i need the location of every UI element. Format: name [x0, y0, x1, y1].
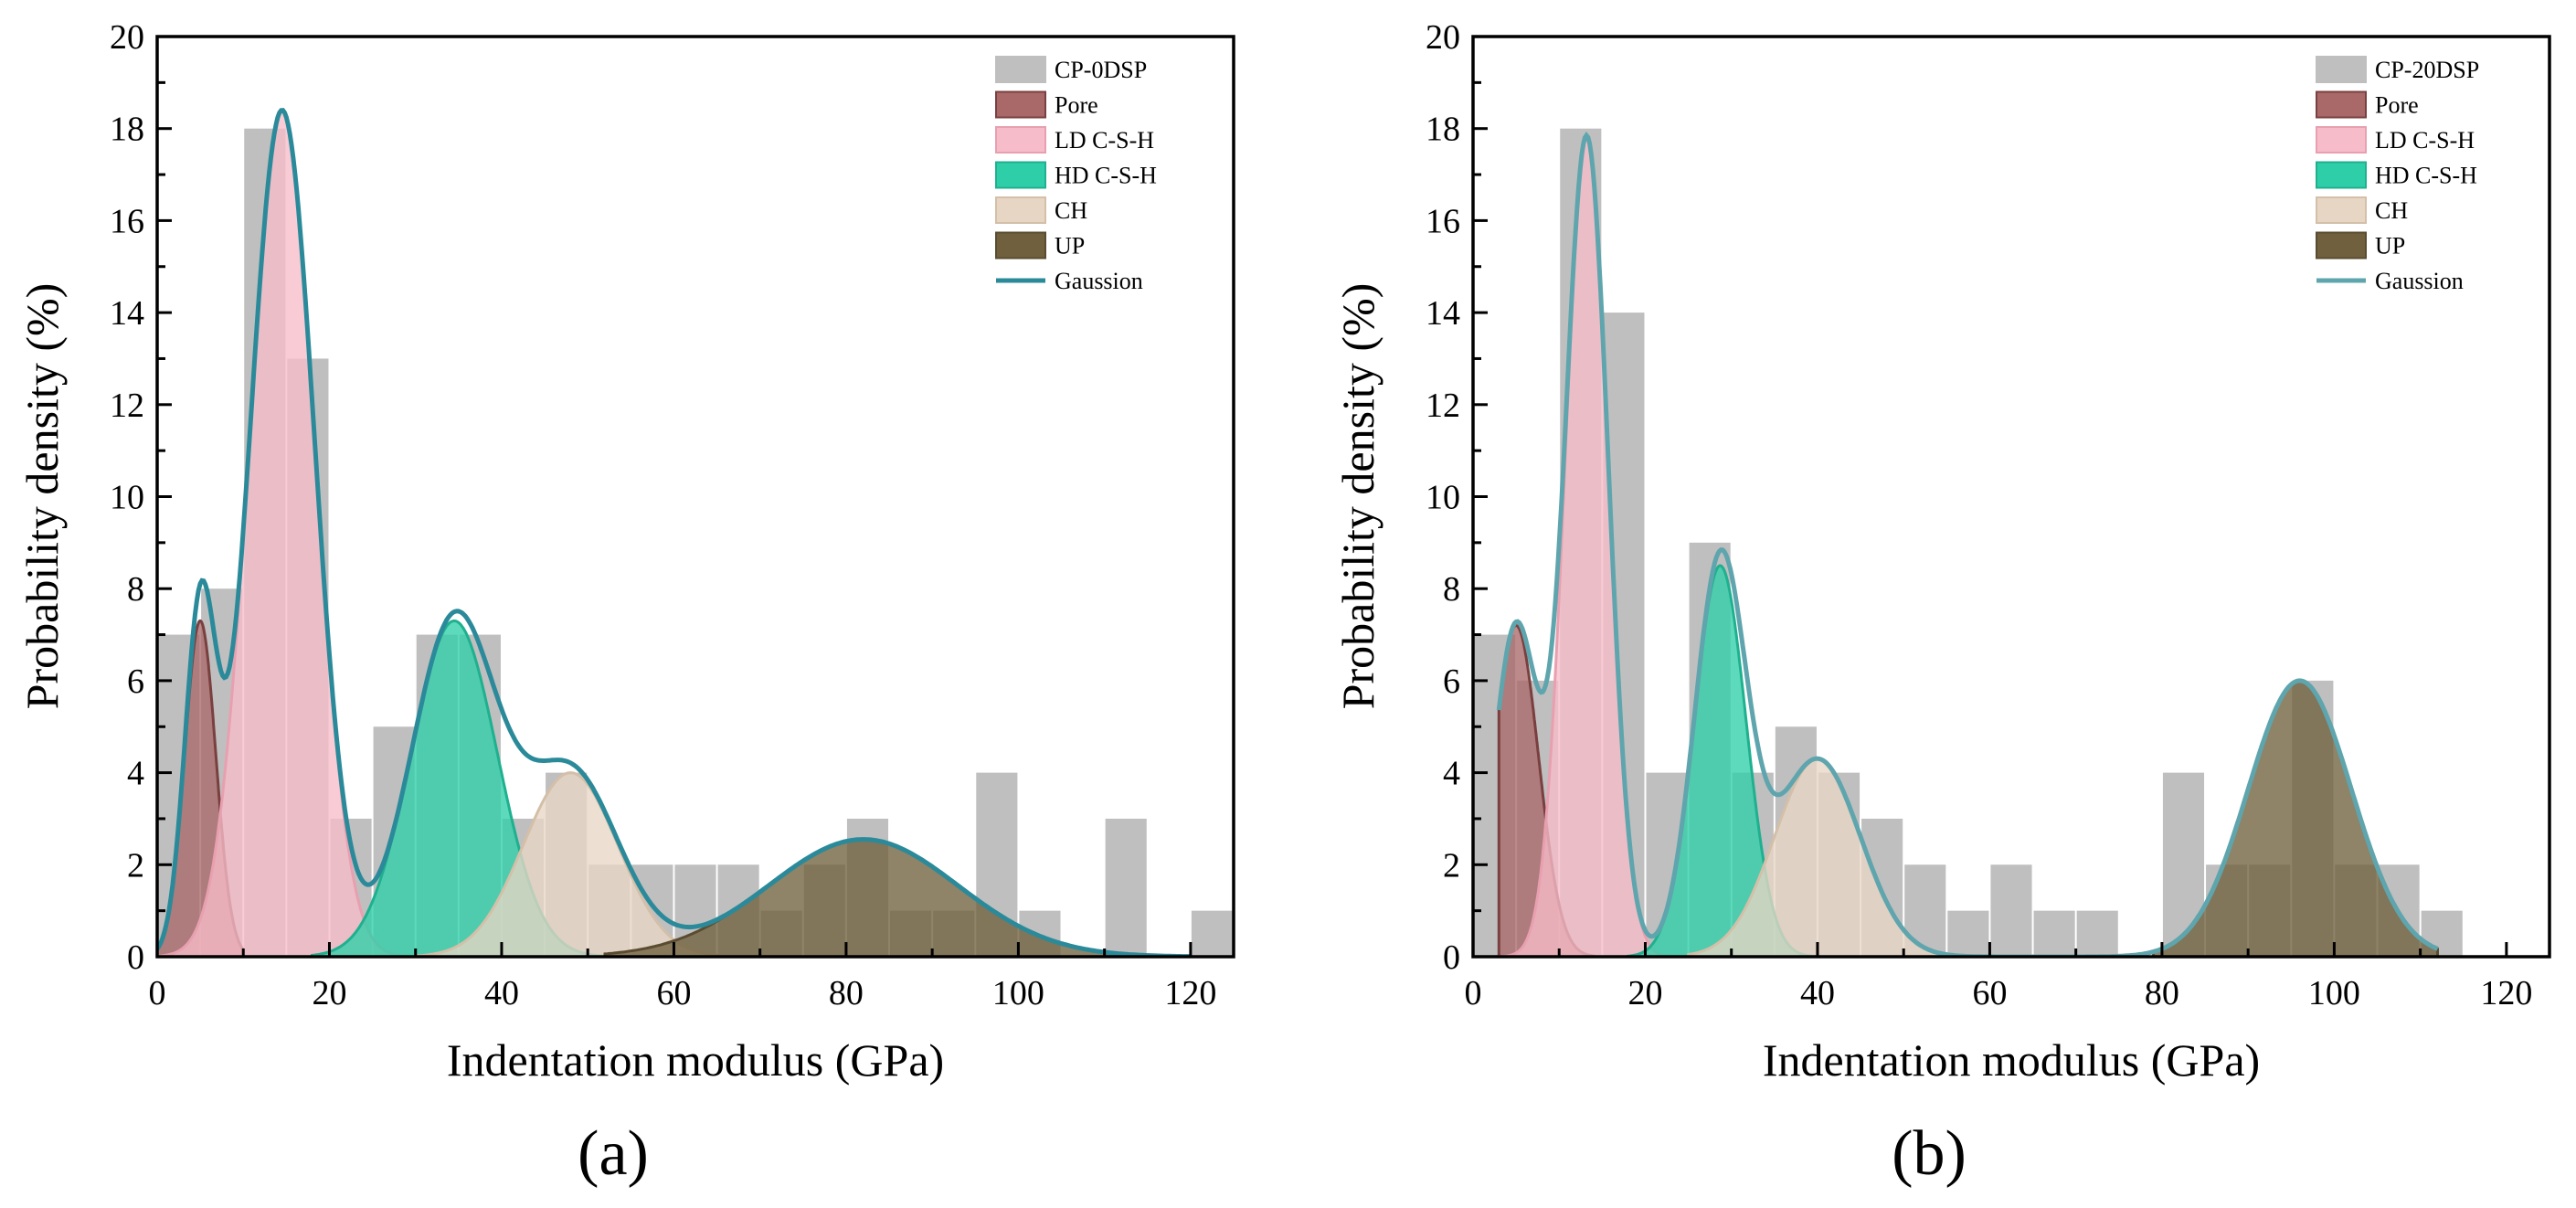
y-tick-label: 10: [110, 479, 144, 517]
y-axis-label-a: Probability density (%): [16, 283, 68, 710]
x-tick-label: 40: [484, 974, 519, 1012]
y-tick-label: 18: [1426, 111, 1460, 149]
gaussian-components-a: [157, 108, 1193, 957]
legend-label: Pore: [2375, 92, 2419, 119]
x-tick-label: 40: [1800, 974, 1835, 1012]
legend-label: LD C-S-H: [2375, 127, 2475, 154]
gaussian-components-b: [1497, 136, 2439, 957]
y-tick-label: 12: [1426, 387, 1460, 425]
legend-swatch: [2316, 231, 2367, 260]
legend-swatch: [2316, 90, 2367, 119]
y-tick-label: 14: [1426, 294, 1460, 333]
histogram-bar: [1105, 818, 1147, 957]
histogram-bar: [2033, 910, 2075, 957]
panel-label-a: (a): [578, 1118, 649, 1189]
legend-label: CH: [2375, 197, 2408, 224]
x-tick-label: 0: [149, 974, 166, 1012]
y-tick-label: 4: [127, 755, 144, 793]
x-tick-label: 120: [2480, 974, 2532, 1012]
y-axis-label-b: Probability density (%): [1332, 283, 1383, 710]
y-tick-label: 6: [1443, 662, 1460, 701]
x-tick-label: 0: [1465, 974, 1482, 1012]
x-tick-label: 100: [2308, 974, 2360, 1012]
y-tick-label: 12: [110, 387, 144, 425]
y-tick-label: 8: [127, 570, 144, 609]
legend-label: HD C-S-H: [2375, 163, 2477, 189]
histogram-bar: [1191, 910, 1233, 957]
x-tick-label: 60: [1972, 974, 2007, 1012]
y-tick-label: 0: [127, 938, 144, 977]
legend-label: LD C-S-H: [1055, 127, 1154, 154]
legend-a: CP-0DSP Pore LD C-S-H HD C-S-H CH UP Gaussion: [995, 56, 1157, 294]
x-tick-label: 100: [992, 974, 1044, 1012]
x-tick-label: 80: [829, 974, 864, 1012]
chart-panel-a: 0 20 40 60 80 100 120 0 2 4 6 8 10 12 14 16 18 20 Indent…: [16, 18, 1235, 1189]
legend-swatch: [995, 126, 1046, 154]
y-tick-label: 2: [1443, 846, 1460, 885]
x-tick-label: 20: [312, 974, 346, 1012]
legend-label: UP: [2375, 233, 2405, 260]
legend-swatch: [995, 90, 1046, 119]
legend-label: Gaussion: [2375, 268, 2464, 294]
y-tick-label: 8: [1443, 570, 1460, 609]
legend-label: CP-20DSP: [2375, 57, 2479, 83]
legend-swatch: [2316, 161, 2367, 189]
histogram-bar: [2076, 910, 2118, 957]
y-tick-label: 18: [110, 111, 144, 149]
legend-label: CP-0DSP: [1055, 57, 1147, 83]
y-tick-label: 10: [1426, 479, 1460, 517]
y-axis-b: 0 2 4 6 8 10 12 14 16 18 20: [1426, 18, 1488, 977]
legend-b: CP-20DSP Pore LD C-S-H HD C-S-H CH UP Gaussion: [2316, 56, 2479, 294]
y-axis-a: 0 2 4 6 8 10 12 14 16 18 20: [110, 18, 172, 977]
x-axis-label-a: Indentation modulus (GPa): [447, 1034, 944, 1086]
y-tick-label: 2: [127, 846, 144, 885]
y-tick-label: 14: [110, 294, 144, 333]
x-axis-b: 0 20 40 60 80 100 120: [1465, 942, 2532, 1012]
histogram-bar: [1990, 864, 2032, 957]
x-tick-label: 20: [1627, 974, 1662, 1012]
legend-swatch: [2316, 126, 2367, 154]
legend-swatch: [2316, 196, 2367, 224]
legend-swatch: [2316, 56, 2367, 83]
x-axis-label-b: Indentation modulus (GPa): [1763, 1034, 2260, 1086]
gaussian-envelope-line: [157, 108, 1192, 957]
x-tick-label: 80: [2145, 974, 2179, 1012]
legend-swatch: [995, 161, 1046, 189]
y-tick-label: 20: [1426, 18, 1460, 57]
legend-swatch: [995, 56, 1046, 83]
y-tick-label: 20: [110, 18, 144, 57]
x-tick-label: 120: [1164, 974, 1216, 1012]
y-tick-label: 4: [1443, 755, 1460, 793]
y-tick-label: 0: [1443, 938, 1460, 977]
legend-label: Gaussion: [1055, 268, 1143, 294]
legend-swatch: [995, 196, 1046, 224]
histogram-bar: [1947, 910, 1989, 957]
legend-label: HD C-S-H: [1055, 163, 1157, 189]
y-tick-label: 6: [127, 662, 144, 701]
x-tick-label: 60: [656, 974, 691, 1012]
chart-panel-b: 0 20 40 60 80 100 120 0 2 4 6 8 10 12 14 16 18 20 Indent…: [1332, 18, 2551, 1189]
legend-label: CH: [1055, 197, 1087, 224]
legend-swatch: [995, 231, 1046, 260]
gaussian-envelope-a: [157, 108, 1192, 957]
x-axis-a: 0 20 40 60 80 100 120: [149, 942, 1216, 1012]
panel-label-b: (b): [1892, 1118, 1966, 1189]
y-tick-label: 16: [1426, 202, 1460, 240]
y-tick-label: 16: [110, 202, 144, 240]
legend-label: UP: [1055, 233, 1085, 260]
legend-label: Pore: [1055, 92, 1098, 119]
